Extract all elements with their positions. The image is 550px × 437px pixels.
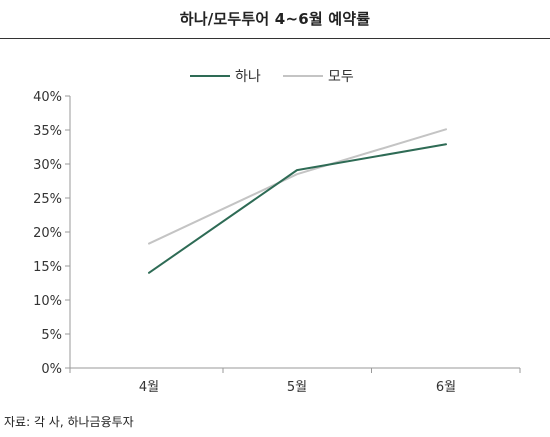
x-tick-label: 5월 <box>287 380 307 395</box>
y-tick-label: 20% <box>33 226 62 241</box>
y-tick-label: 15% <box>33 260 62 275</box>
title-divider <box>0 38 550 39</box>
source-note: 자료: 각 사, 하나금융투자 <box>4 415 134 429</box>
x-tick-label: 6월 <box>436 380 456 395</box>
y-tick-label: 0% <box>41 362 62 377</box>
y-tick-label: 40% <box>33 90 62 105</box>
legend-label-2: 모두 <box>328 69 354 85</box>
series-line-1 <box>148 143 447 274</box>
y-tick-label: 30% <box>33 158 62 173</box>
y-tick-label: 35% <box>33 124 62 139</box>
y-tick-label: 5% <box>41 328 62 343</box>
series-line-2 <box>148 128 447 245</box>
legend-label-1: 하나 <box>235 69 261 85</box>
chart-title: 하나/모두투어 4~6월 예약률 <box>179 10 371 28</box>
y-tick-label: 25% <box>33 192 62 207</box>
y-tick-label: 10% <box>33 294 62 309</box>
x-tick-label: 4월 <box>139 380 159 395</box>
